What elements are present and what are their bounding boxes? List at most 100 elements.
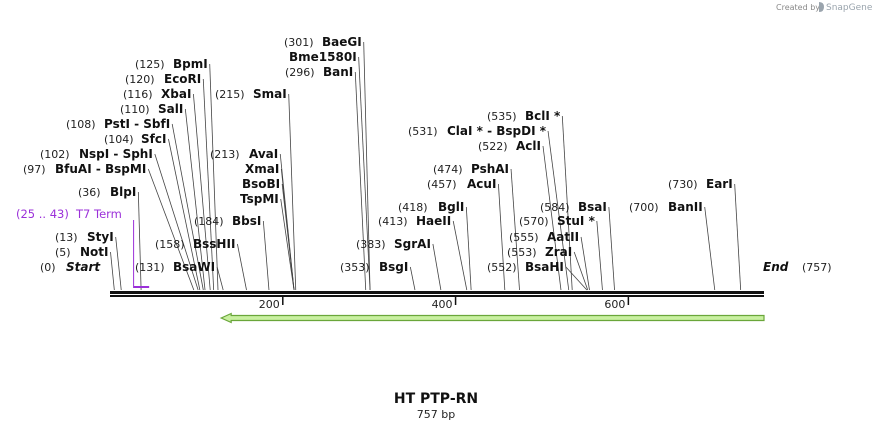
map-length: 757 bp	[417, 408, 455, 421]
site-name[interactable]: SfcI	[141, 132, 166, 146]
site-name[interactable]: ClaI * - BspDI *	[447, 124, 547, 138]
site-leader-line	[147, 168, 195, 291]
site-leader-line	[193, 93, 211, 291]
site-leader-line	[281, 183, 295, 291]
site-leader-line	[580, 236, 590, 291]
site-leader-line	[280, 198, 295, 291]
site-name[interactable]: StyI	[87, 230, 114, 244]
end-label: End	[763, 260, 789, 274]
site-position: (730)	[668, 178, 698, 191]
site-name[interactable]: BlpI	[110, 185, 136, 199]
site-name[interactable]: BanI	[323, 65, 353, 79]
restriction-site-labels: (5) NotI(13) StyI (36) BlpI (97) BfuAI - BspMI…	[23, 35, 733, 274]
snapgene-logo-icon	[819, 2, 824, 12]
site-name[interactable]: ZraI	[545, 245, 572, 259]
site-name[interactable]: BbsI	[232, 214, 261, 228]
site-name[interactable]: BclI *	[525, 109, 561, 123]
site-name[interactable]: TspMI	[240, 192, 279, 206]
site-leader-line	[547, 130, 570, 291]
credit-prefix: Created by	[776, 3, 820, 12]
site-position: (215)	[215, 88, 245, 101]
site-position: (131)	[135, 261, 165, 274]
tick-label: 600	[604, 298, 625, 311]
axis-ticks: 200 400 600	[259, 297, 630, 311]
site-position: (383)	[356, 238, 386, 251]
site-position: (555)	[509, 231, 539, 244]
site-position: (700)	[629, 201, 659, 214]
site-name[interactable]: BsgI	[379, 260, 408, 274]
site-leader-line	[202, 78, 215, 291]
site-name[interactable]: SalI	[158, 102, 183, 116]
sequence-backbone-top	[110, 291, 764, 294]
site-leader-line	[734, 183, 742, 291]
site-leader-line	[565, 266, 588, 291]
site-leader-line	[596, 220, 603, 291]
site-position: (301)	[284, 36, 314, 49]
site-leader-line	[510, 168, 520, 291]
sequence-backbone-bottom	[110, 295, 764, 297]
site-leader-line	[110, 251, 115, 291]
site-name[interactable]: HaeII	[416, 214, 451, 228]
site-leader-line	[137, 191, 142, 291]
site-leader-lines	[110, 41, 742, 291]
site-position: (531)	[408, 125, 438, 138]
site-name[interactable]: StuI *	[557, 214, 596, 228]
site-position: (110)	[120, 103, 150, 116]
orf-arrow	[219, 312, 765, 324]
feature-position: (25 .. 43)	[16, 207, 69, 221]
site-position: (13)	[55, 231, 78, 244]
site-name[interactable]: EcoRI	[164, 72, 201, 86]
site-name[interactable]: Bme1580I	[289, 50, 357, 64]
site-name[interactable]: NotI	[80, 245, 109, 259]
site-name[interactable]: XmaI	[245, 162, 279, 176]
map-title: HT PTP-RN	[394, 391, 478, 407]
site-name[interactable]: BssHII	[193, 237, 235, 251]
site-position: (296)	[285, 66, 315, 79]
tick-label: 400	[432, 298, 453, 311]
site-position: (418)	[398, 201, 428, 214]
end-position: (757)	[802, 261, 832, 274]
site-position: (120)	[125, 73, 155, 86]
site-name[interactable]: SmaI	[253, 87, 287, 101]
site-leader-line	[358, 56, 371, 291]
site-name[interactable]: BsaWI	[173, 260, 215, 274]
feature-label: T7 Term	[75, 207, 122, 221]
site-leader-line	[237, 243, 247, 291]
site-leader-line	[608, 206, 615, 291]
site-leader-line	[262, 220, 270, 291]
site-leader-line	[354, 71, 367, 291]
site-name[interactable]: PstI - SbfI	[104, 117, 170, 131]
site-position: (125)	[135, 58, 165, 71]
site-name[interactable]: BanII	[668, 200, 703, 214]
site-name[interactable]: AatII	[547, 230, 579, 244]
site-leader-line	[561, 115, 573, 291]
site-name[interactable]: PshAI	[471, 162, 509, 176]
site-name[interactable]: BsaI	[578, 200, 607, 214]
site-name[interactable]: BglI	[438, 200, 464, 214]
site-position: (116)	[123, 88, 153, 101]
site-name[interactable]: NspI - SphI	[79, 147, 153, 161]
site-leader-line	[363, 41, 371, 291]
site-position: (97)	[23, 163, 46, 176]
site-name[interactable]: AclI	[516, 139, 541, 153]
site-position: (570)	[519, 215, 549, 228]
site-leader-line	[573, 251, 589, 291]
feature-t7-term[interactable]: (25 .. 43) T7 Term	[16, 207, 150, 288]
site-name[interactable]: BsaHI	[525, 260, 564, 274]
site-name[interactable]: XbaI	[161, 87, 191, 101]
site-position: (552)	[487, 261, 517, 274]
site-name[interactable]: BaeGI	[322, 35, 362, 49]
site-name[interactable]: BsoBI	[242, 177, 280, 191]
site-position: (522)	[478, 140, 508, 153]
site-leader-line	[542, 145, 562, 291]
site-position: (184)	[194, 215, 224, 228]
site-name[interactable]: AcuI	[467, 177, 496, 191]
site-name[interactable]: BpmI	[173, 57, 208, 71]
site-name[interactable]: AvaI	[249, 147, 278, 161]
site-name[interactable]: SgrAI	[394, 237, 431, 251]
site-name[interactable]: EarI	[706, 177, 733, 191]
site-name[interactable]: BfuAI - BspMI	[55, 162, 146, 176]
site-leader-line	[115, 236, 122, 291]
site-leader-line	[216, 266, 224, 291]
site-leader-line	[168, 138, 201, 291]
